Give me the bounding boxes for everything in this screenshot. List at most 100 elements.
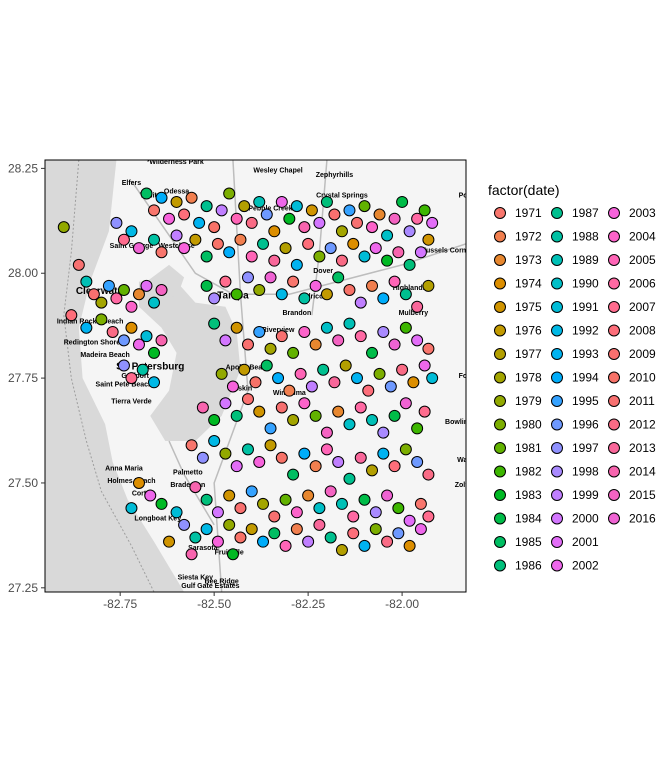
legend-label: 1977 (515, 347, 542, 361)
x-tick-label: -82.25 (291, 597, 325, 611)
place-label: Fort Meade (459, 373, 496, 380)
legend-label: 2014 (629, 465, 656, 479)
data-point (350, 216, 363, 229)
data-point (178, 518, 191, 531)
data-point (354, 330, 367, 343)
legend-key (551, 301, 563, 313)
data-point (264, 271, 277, 284)
legend-key (608, 348, 620, 360)
legend-label: 1976 (515, 324, 542, 338)
legend-key (551, 536, 563, 548)
data-point (298, 292, 311, 305)
legend-label: 1986 (515, 559, 542, 573)
data-point (144, 489, 157, 502)
data-point (132, 288, 145, 301)
legend-key (494, 442, 506, 454)
data-point (249, 376, 262, 389)
data-point (343, 418, 356, 431)
data-point (392, 502, 405, 515)
place-label: Longboat Key (134, 516, 181, 523)
data-point (106, 325, 119, 338)
data-point (219, 334, 232, 347)
place-label: Sarasota (188, 545, 218, 552)
data-point (117, 359, 130, 372)
data-point (219, 275, 232, 288)
data-point (279, 242, 292, 255)
legend-key (608, 371, 620, 384)
data-point (309, 279, 322, 292)
place-label: Siesta Key (178, 574, 214, 581)
data-point (140, 187, 153, 200)
legend-key (608, 465, 620, 478)
x-tick-label: -82.75 (103, 597, 137, 611)
data-point (178, 208, 191, 221)
data-point (335, 254, 348, 267)
data-point (155, 191, 168, 204)
data-point (185, 548, 198, 561)
data-point (373, 367, 386, 380)
legend-label: 1973 (515, 253, 542, 267)
data-point (414, 523, 427, 536)
data-point (208, 435, 221, 448)
data-point (260, 208, 273, 221)
data-point (411, 300, 424, 313)
legend-label: 1989 (572, 253, 599, 267)
legend-key (608, 230, 620, 243)
legend-label: 2000 (572, 512, 599, 526)
data-point (102, 279, 115, 292)
data-point (110, 216, 123, 229)
data-point (170, 229, 183, 242)
place-label: Ruskin (229, 386, 252, 393)
data-point (189, 481, 202, 494)
legend-label: 1979 (515, 394, 542, 408)
data-point (354, 451, 367, 464)
legend-key (494, 254, 506, 266)
legend-label: 1997 (572, 441, 599, 455)
legend-key (551, 254, 563, 266)
legend-label: 2016 (629, 512, 656, 526)
place-label: Tierra Verde (111, 398, 151, 405)
legend-label: 1994 (572, 371, 599, 385)
coastline-dotted (63, 160, 155, 592)
place-label: Bowling Green (445, 419, 494, 426)
data-point (178, 242, 191, 255)
legend-label: 1972 (515, 230, 542, 244)
legend-title: factor(date) (488, 182, 560, 198)
place-label: Gulf Gate Estates (181, 583, 239, 590)
data-point (324, 242, 337, 255)
data-point (287, 414, 300, 427)
legend-key (551, 395, 563, 407)
data-point (234, 233, 247, 246)
place-label: Saint George (110, 243, 154, 250)
data-point (317, 363, 330, 376)
data-point (95, 296, 108, 309)
data-point (57, 221, 70, 234)
place-label: Westchase (158, 243, 195, 250)
data-point (298, 397, 311, 410)
place-label: Bee Ridge (205, 579, 239, 586)
data-point (422, 510, 435, 523)
data-point (275, 451, 288, 464)
data-point (117, 284, 130, 297)
data-point (298, 221, 311, 234)
legend-key (551, 207, 563, 219)
data-point (332, 455, 345, 468)
legend-key (494, 536, 506, 548)
legend-key (551, 465, 563, 478)
road-line (213, 160, 249, 592)
data-point (320, 195, 333, 208)
data-point (313, 502, 326, 515)
data-point (366, 221, 379, 234)
data-point (211, 535, 224, 548)
legend-label: 2001 (572, 535, 599, 549)
data-point (132, 476, 145, 489)
data-point (343, 204, 356, 217)
data-point (234, 502, 247, 515)
data-point (411, 212, 424, 225)
data-point (422, 342, 435, 355)
axes: -82.75 -82.50 -82.25 -82.00 27.25 27.50 27.75 2… (8, 159, 467, 611)
data-point (418, 359, 431, 372)
data-point (403, 539, 416, 552)
legend-key (494, 395, 506, 407)
data-point (426, 372, 439, 385)
